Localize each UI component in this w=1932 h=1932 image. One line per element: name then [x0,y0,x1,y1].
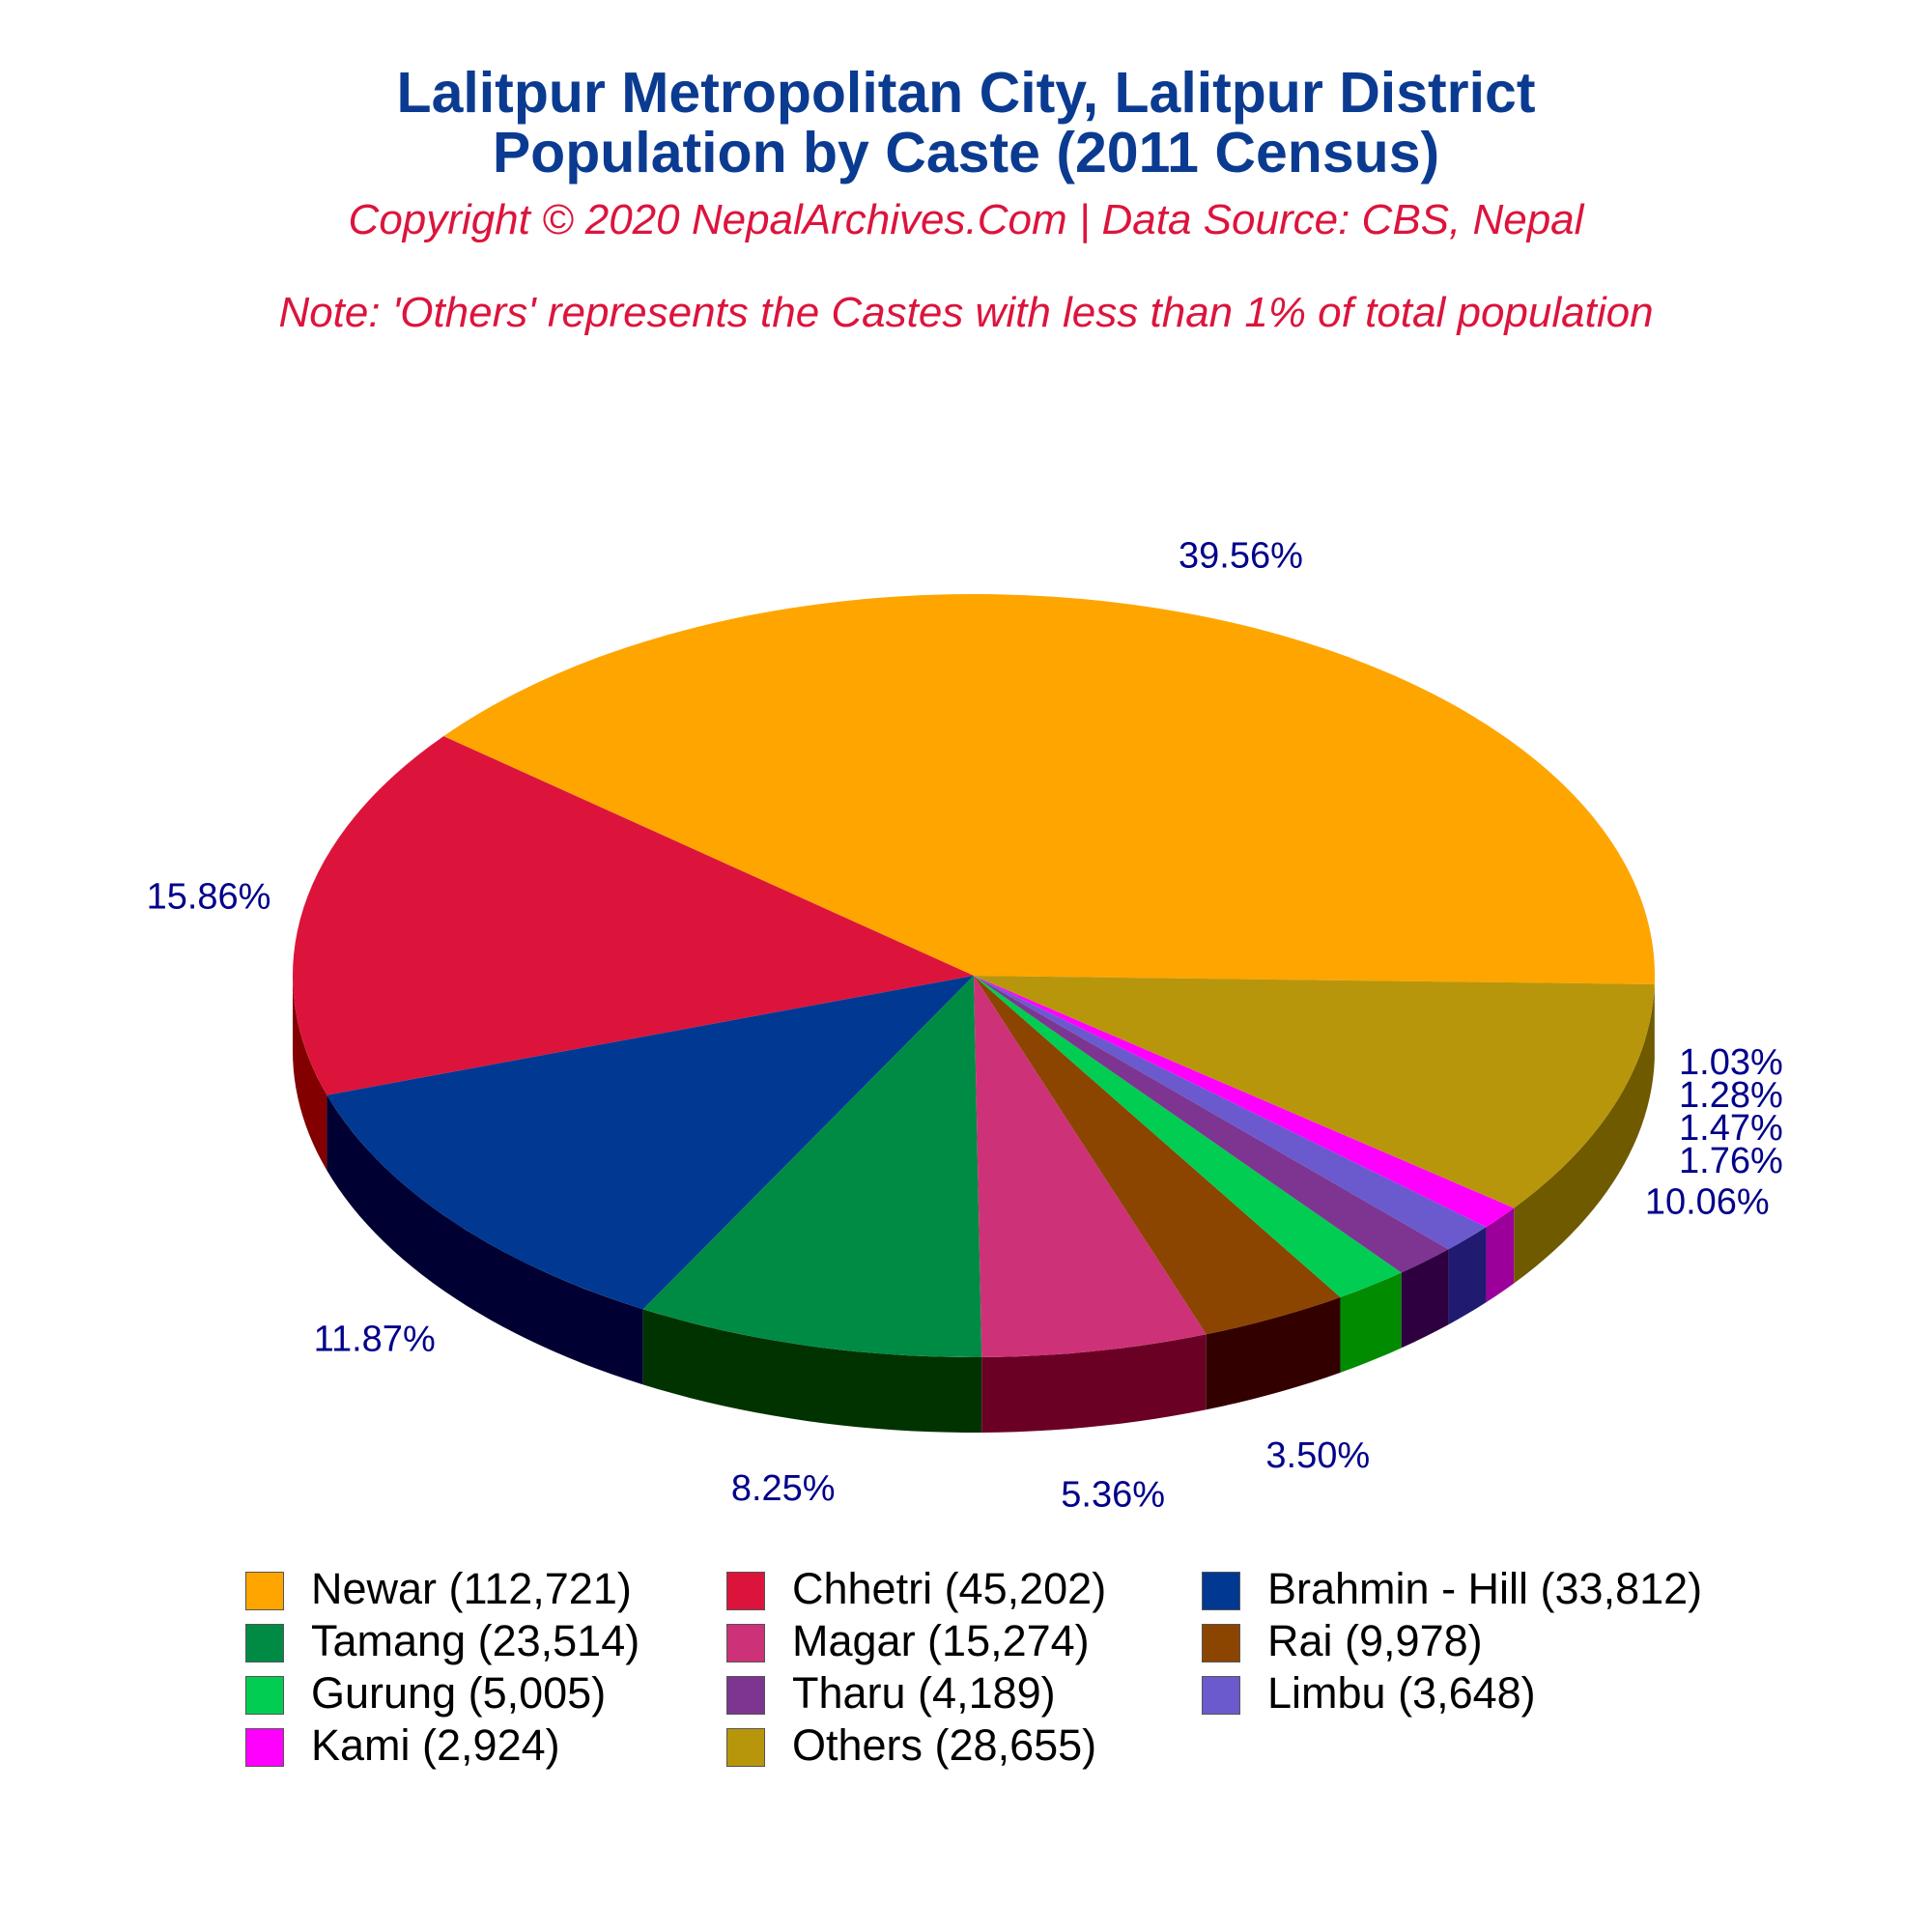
legend-swatch [245,1624,284,1662]
legend-label: Chhetri (45,202) [792,1564,1107,1613]
legend-label: Rai (9,978) [1267,1616,1483,1665]
pie-side-walls [293,976,1655,1433]
legend-label: Kami (2,924) [311,1720,560,1770]
pie-percent-labels: 39.56%15.86%11.87%8.25% 5.36%3.50%1.76%1.… [147,535,1783,1515]
legend-swatch [726,1676,765,1715]
pie-slice-gurung [974,976,1402,1297]
pie-slice-magar [974,976,1207,1357]
legend-swatch [726,1624,765,1662]
percent-label-magar: 5.36% [1061,1474,1165,1515]
pie-slice-others [974,976,1655,1208]
pie-side-limbu [1448,1227,1487,1325]
percent-label-tharu: 1.47% [1679,1108,1783,1149]
pie-side-magar [981,1334,1207,1433]
legend-label: Brahmin - Hill (33,812) [1267,1564,1703,1613]
percent-label-brahmin-hill: 11.87% [314,1319,436,1359]
percent-label-newar: 39.56% [1179,535,1303,576]
percent-label-chhetri: 15.86% [147,877,271,918]
note-subtitle: Note: 'Others' represents the Castes wit… [278,289,1654,336]
percent-label-tamang: 8.25% [731,1468,836,1509]
pie-side-gurung [1340,1272,1402,1373]
pie-slice-chhetri [293,736,974,1095]
legend-label: Gurung (5,005) [311,1668,607,1718]
percent-label-kami: 1.03% [1679,1042,1783,1083]
legend-swatch [1202,1676,1240,1715]
legend-label: Others (28,655) [792,1720,1097,1770]
chart-title-line-2: Population by Caste (2011 Census) [492,121,1440,185]
legend-swatch [245,1572,284,1610]
pie-side-rai [1206,1296,1341,1410]
pie-side-brahmin-hill [327,1094,643,1385]
pie-slice-newar [443,594,1656,984]
pie-slice-tharu [974,976,1449,1273]
legend-swatch [726,1572,765,1610]
pie-side-kami [1486,1208,1515,1303]
percent-label-others: 10.06% [1645,1181,1770,1222]
pie-slice-limbu [974,976,1487,1250]
pie-slice-brahmin-hill [327,976,974,1310]
legend-label: Magar (15,274) [792,1616,1090,1665]
legend-swatch [726,1728,765,1767]
legend-swatch [245,1676,284,1715]
legend-swatch [1202,1572,1240,1610]
copyright-subtitle: Copyright © 2020 NepalArchives.Com | Dat… [348,196,1584,243]
legend-label: Tamang (23,514) [311,1616,640,1665]
chart-title-line-1: Lalitpur Metropolitan City, Lalitpur Dis… [396,61,1536,125]
legend-label: Tharu (4,189) [792,1668,1056,1718]
pie-side-chhetri [293,976,327,1171]
legend-label: Newar (112,721) [311,1564,632,1613]
legend-swatch [245,1728,284,1767]
percent-label-rai: 3.50% [1265,1435,1370,1476]
pie-slice-kami [974,976,1515,1228]
pie-side-tharu [1401,1249,1449,1349]
pie-slice-rai [974,976,1341,1335]
pie-top-slices [293,594,1656,1357]
percent-label-limbu: 1.28% [1679,1075,1783,1116]
legend-label: Limbu (3,648) [1267,1668,1536,1718]
pie-side-others [1514,983,1655,1284]
legend-swatch [1202,1624,1240,1662]
percent-label-gurung: 1.76% [1679,1141,1783,1181]
pie-side-tamang [642,1309,982,1433]
pie-slice-tamang [642,976,982,1357]
